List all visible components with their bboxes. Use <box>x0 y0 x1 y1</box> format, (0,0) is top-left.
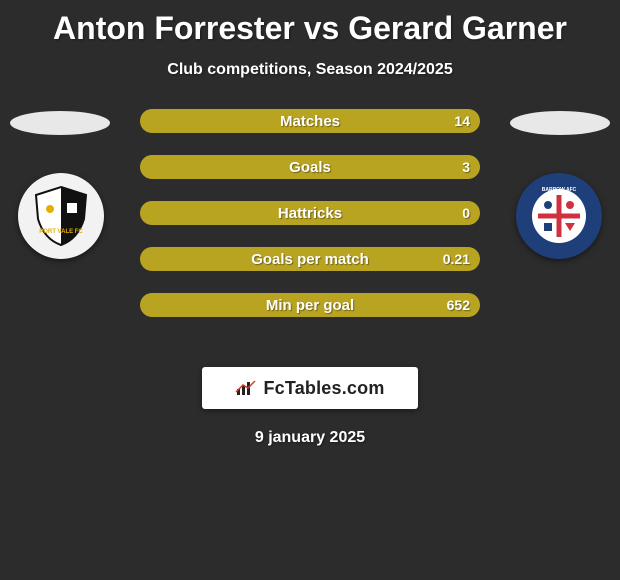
stat-fill <box>140 109 480 133</box>
club-badge-right: BARROW AFC <box>516 173 602 259</box>
comparison-title: Anton Forrester vs Gerard Garner <box>0 0 620 47</box>
svg-text:BARROW AFC: BARROW AFC <box>542 187 577 193</box>
stat-track <box>140 109 480 133</box>
stat-fill <box>140 201 480 225</box>
port-vale-badge-icon: PORT VALE FC <box>28 183 94 249</box>
player-left-placeholder <box>10 111 110 135</box>
bar-chart-icon <box>235 379 257 397</box>
stat-row: Matches14 <box>140 109 480 133</box>
stat-row: Goals3 <box>140 155 480 179</box>
svg-text:PORT VALE FC: PORT VALE FC <box>39 229 83 235</box>
stat-row: Hattricks0 <box>140 201 480 225</box>
fctables-logo: FcTables.com <box>202 367 418 409</box>
barrow-afc-badge-icon: BARROW AFC <box>524 181 594 251</box>
stat-track <box>140 155 480 179</box>
comparison-content: PORT VALE FC BARROW AFC Matches14 Goals3 H… <box>0 109 620 339</box>
stat-fill <box>140 293 480 317</box>
snapshot-date: 9 january 2025 <box>0 429 620 447</box>
fctables-logo-text: FcTables.com <box>263 378 384 399</box>
stat-track <box>140 293 480 317</box>
stat-row: Min per goal652 <box>140 293 480 317</box>
club-badge-left: PORT VALE FC <box>18 173 104 259</box>
comparison-subtitle: Club competitions, Season 2024/2025 <box>0 61 620 79</box>
stat-track <box>140 247 480 271</box>
stat-fill <box>140 155 480 179</box>
stat-track <box>140 201 480 225</box>
player-right-placeholder <box>510 111 610 135</box>
stat-fill <box>140 247 480 271</box>
stat-row: Goals per match0.21 <box>140 247 480 271</box>
stats-list: Matches14 Goals3 Hattricks0 Goals per match… <box>140 109 480 317</box>
